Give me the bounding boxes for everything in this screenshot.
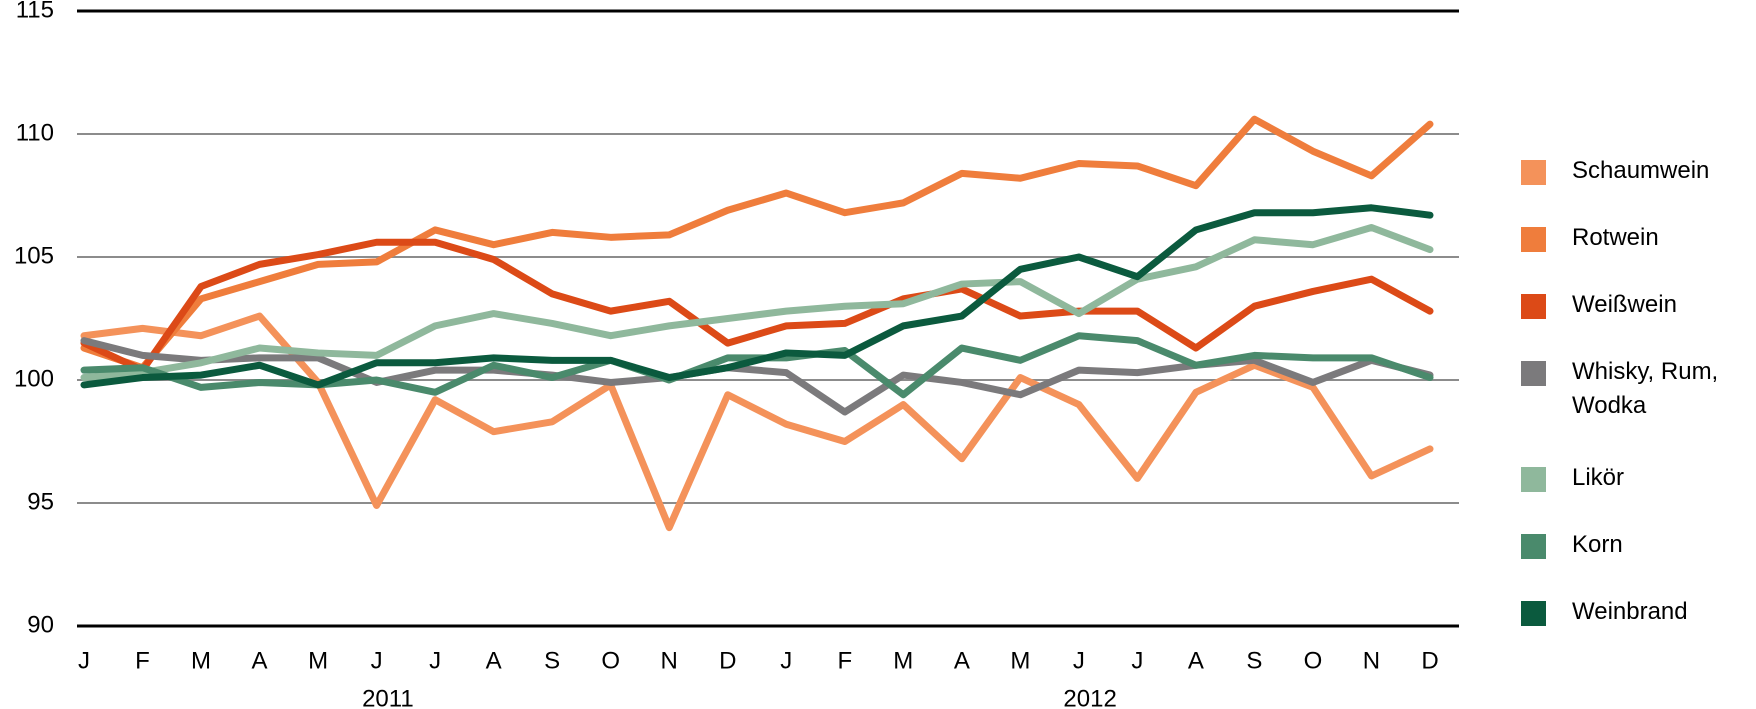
x-tick-label: F: [837, 647, 852, 674]
x-tick-label: J: [1073, 647, 1085, 674]
legend-swatch: [1521, 467, 1546, 492]
legend-label: Rotwein: [1572, 224, 1659, 251]
legend-item: Likör: [1521, 464, 1751, 495]
x-tick-label: N: [661, 647, 678, 674]
legend-swatch: [1521, 160, 1546, 185]
year-label: 2011: [362, 685, 414, 709]
x-tick-label: A: [486, 647, 502, 674]
x-tick-label: A: [954, 647, 970, 674]
legend-label: Weißwein: [1572, 291, 1677, 318]
x-tick-label: O: [1304, 647, 1323, 674]
y-tick-label: 90: [27, 611, 54, 638]
y-tick-label: 115: [16, 0, 54, 23]
y-tick-label: 100: [14, 365, 54, 392]
legend-label: Whisky, Rum, Wodka: [1572, 358, 1719, 419]
legend-swatch: [1521, 534, 1546, 559]
y-tick-label: 95: [27, 488, 54, 515]
x-tick-label: O: [601, 647, 620, 674]
x-tick-label: A: [1188, 647, 1204, 674]
x-tick-label: J: [371, 647, 383, 674]
x-tick-label: M: [1010, 647, 1030, 674]
series-line: [80, 204, 1434, 389]
legend-item: Weinbrand: [1521, 598, 1751, 629]
x-tick-label: F: [135, 647, 150, 674]
series-line: [80, 223, 1434, 382]
x-tick-label: J: [1131, 647, 1143, 674]
series-line: [80, 115, 1434, 372]
legend-swatch: [1521, 227, 1546, 252]
legend-item: Schaumwein: [1521, 157, 1751, 188]
series-line: [80, 312, 1434, 532]
x-tick-label: M: [893, 647, 913, 674]
x-tick-label: J: [78, 647, 90, 674]
series-line: [80, 238, 1434, 374]
legend-swatch: [1521, 361, 1546, 386]
x-tick-label: J: [429, 647, 441, 674]
legend-label: Korn: [1572, 531, 1623, 558]
legend-swatch: [1521, 601, 1546, 626]
x-tick-label: J: [780, 647, 792, 674]
y-tick-label: 105: [14, 242, 54, 269]
legend-item: Rotwein: [1521, 224, 1751, 255]
x-tick-label: M: [308, 647, 328, 674]
y-tick-label: 110: [16, 119, 54, 146]
legend-label: Weinbrand: [1572, 598, 1688, 625]
x-tick-label: M: [191, 647, 211, 674]
x-tick-label: S: [1246, 647, 1262, 674]
legend-item: Weißwein: [1521, 291, 1751, 322]
year-label: 2012: [1063, 685, 1116, 709]
x-tick-label: D: [719, 647, 736, 674]
x-tick-label: S: [544, 647, 560, 674]
x-tick-label: N: [1363, 647, 1380, 674]
legend-label: Schaumwein: [1572, 157, 1710, 184]
legend-item: Korn: [1521, 531, 1751, 562]
x-tick-label: A: [252, 647, 268, 674]
legend-item: Whisky, Rum, Wodka: [1521, 358, 1751, 423]
x-tick-label: D: [1421, 647, 1438, 674]
legend-swatch: [1521, 294, 1546, 319]
legend-label: Likör: [1572, 464, 1625, 491]
